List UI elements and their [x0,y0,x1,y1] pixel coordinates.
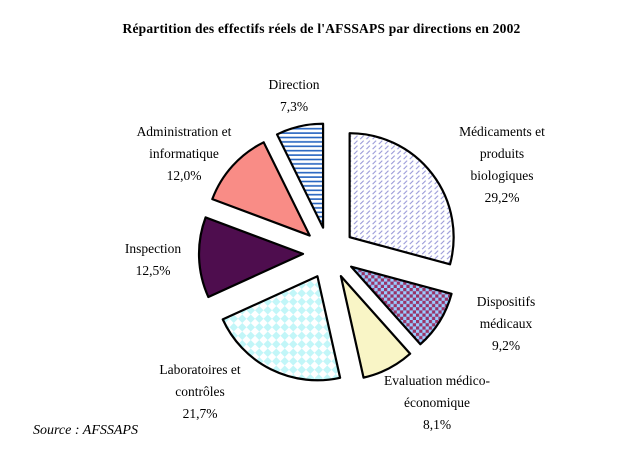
slice-label-medicaments-produits-biologiques-line3: biologiques [471,168,534,183]
slice-label-evaluation-medico-economique-line1: Evaluation médico- [384,373,491,388]
slice-label-administration-informatique-line2: informatique [149,146,219,161]
slice-label-evaluation-medico-economique-line3: 8,1% [423,417,451,432]
pie-slice-inspection [197,216,305,299]
slice-label-administration-informatique-line3: 12,0% [167,168,202,183]
pie-slice-dispositifs-medicaux [350,265,453,346]
pie-slice-evaluation-medico-economique [339,275,412,379]
slice-label-laboratoires-controles-line3: 21,7% [183,406,218,421]
slice-label-dispositifs-medicaux-line2: médicaux [480,316,533,331]
slice-label-direction-line2: 7,3% [280,99,308,114]
slice-label-direction-line1: Direction [269,77,320,92]
pie-slice-laboratoires-controles [221,275,342,382]
chart-title: Répartition des effectifs réels de l'AFS… [122,21,521,36]
source-note: Source : AFSSAPS [33,423,138,438]
slice-label-dispositifs-medicaux-line1: Dispositifs [477,294,536,309]
slice-label-laboratoires-controles-line2: contrôles [175,384,225,399]
pie-slice-medicaments-produits-biologiques [348,132,455,266]
pie-slice-direction [275,122,325,229]
slice-label-medicaments-produits-biologiques-line1: Médicaments et [459,124,545,139]
slice-label-inspection-line1: Inspection [125,241,181,256]
slice-label-evaluation-medico-economique-line2: économique [404,395,470,410]
slice-label-medicaments-produits-biologiques-line2: produits [480,146,524,161]
slice-label-laboratoires-controles-line1: Laboratoires et [159,362,241,377]
slice-label-medicaments-produits-biologiques-line4: 29,2% [485,190,520,205]
pie-slice-administration-informatique [211,141,311,237]
slice-label-administration-informatique-line1: Administration et [137,124,232,139]
slice-label-dispositifs-medicaux-line3: 9,2% [492,338,520,353]
slice-label-inspection-line2: 12,5% [136,263,171,278]
